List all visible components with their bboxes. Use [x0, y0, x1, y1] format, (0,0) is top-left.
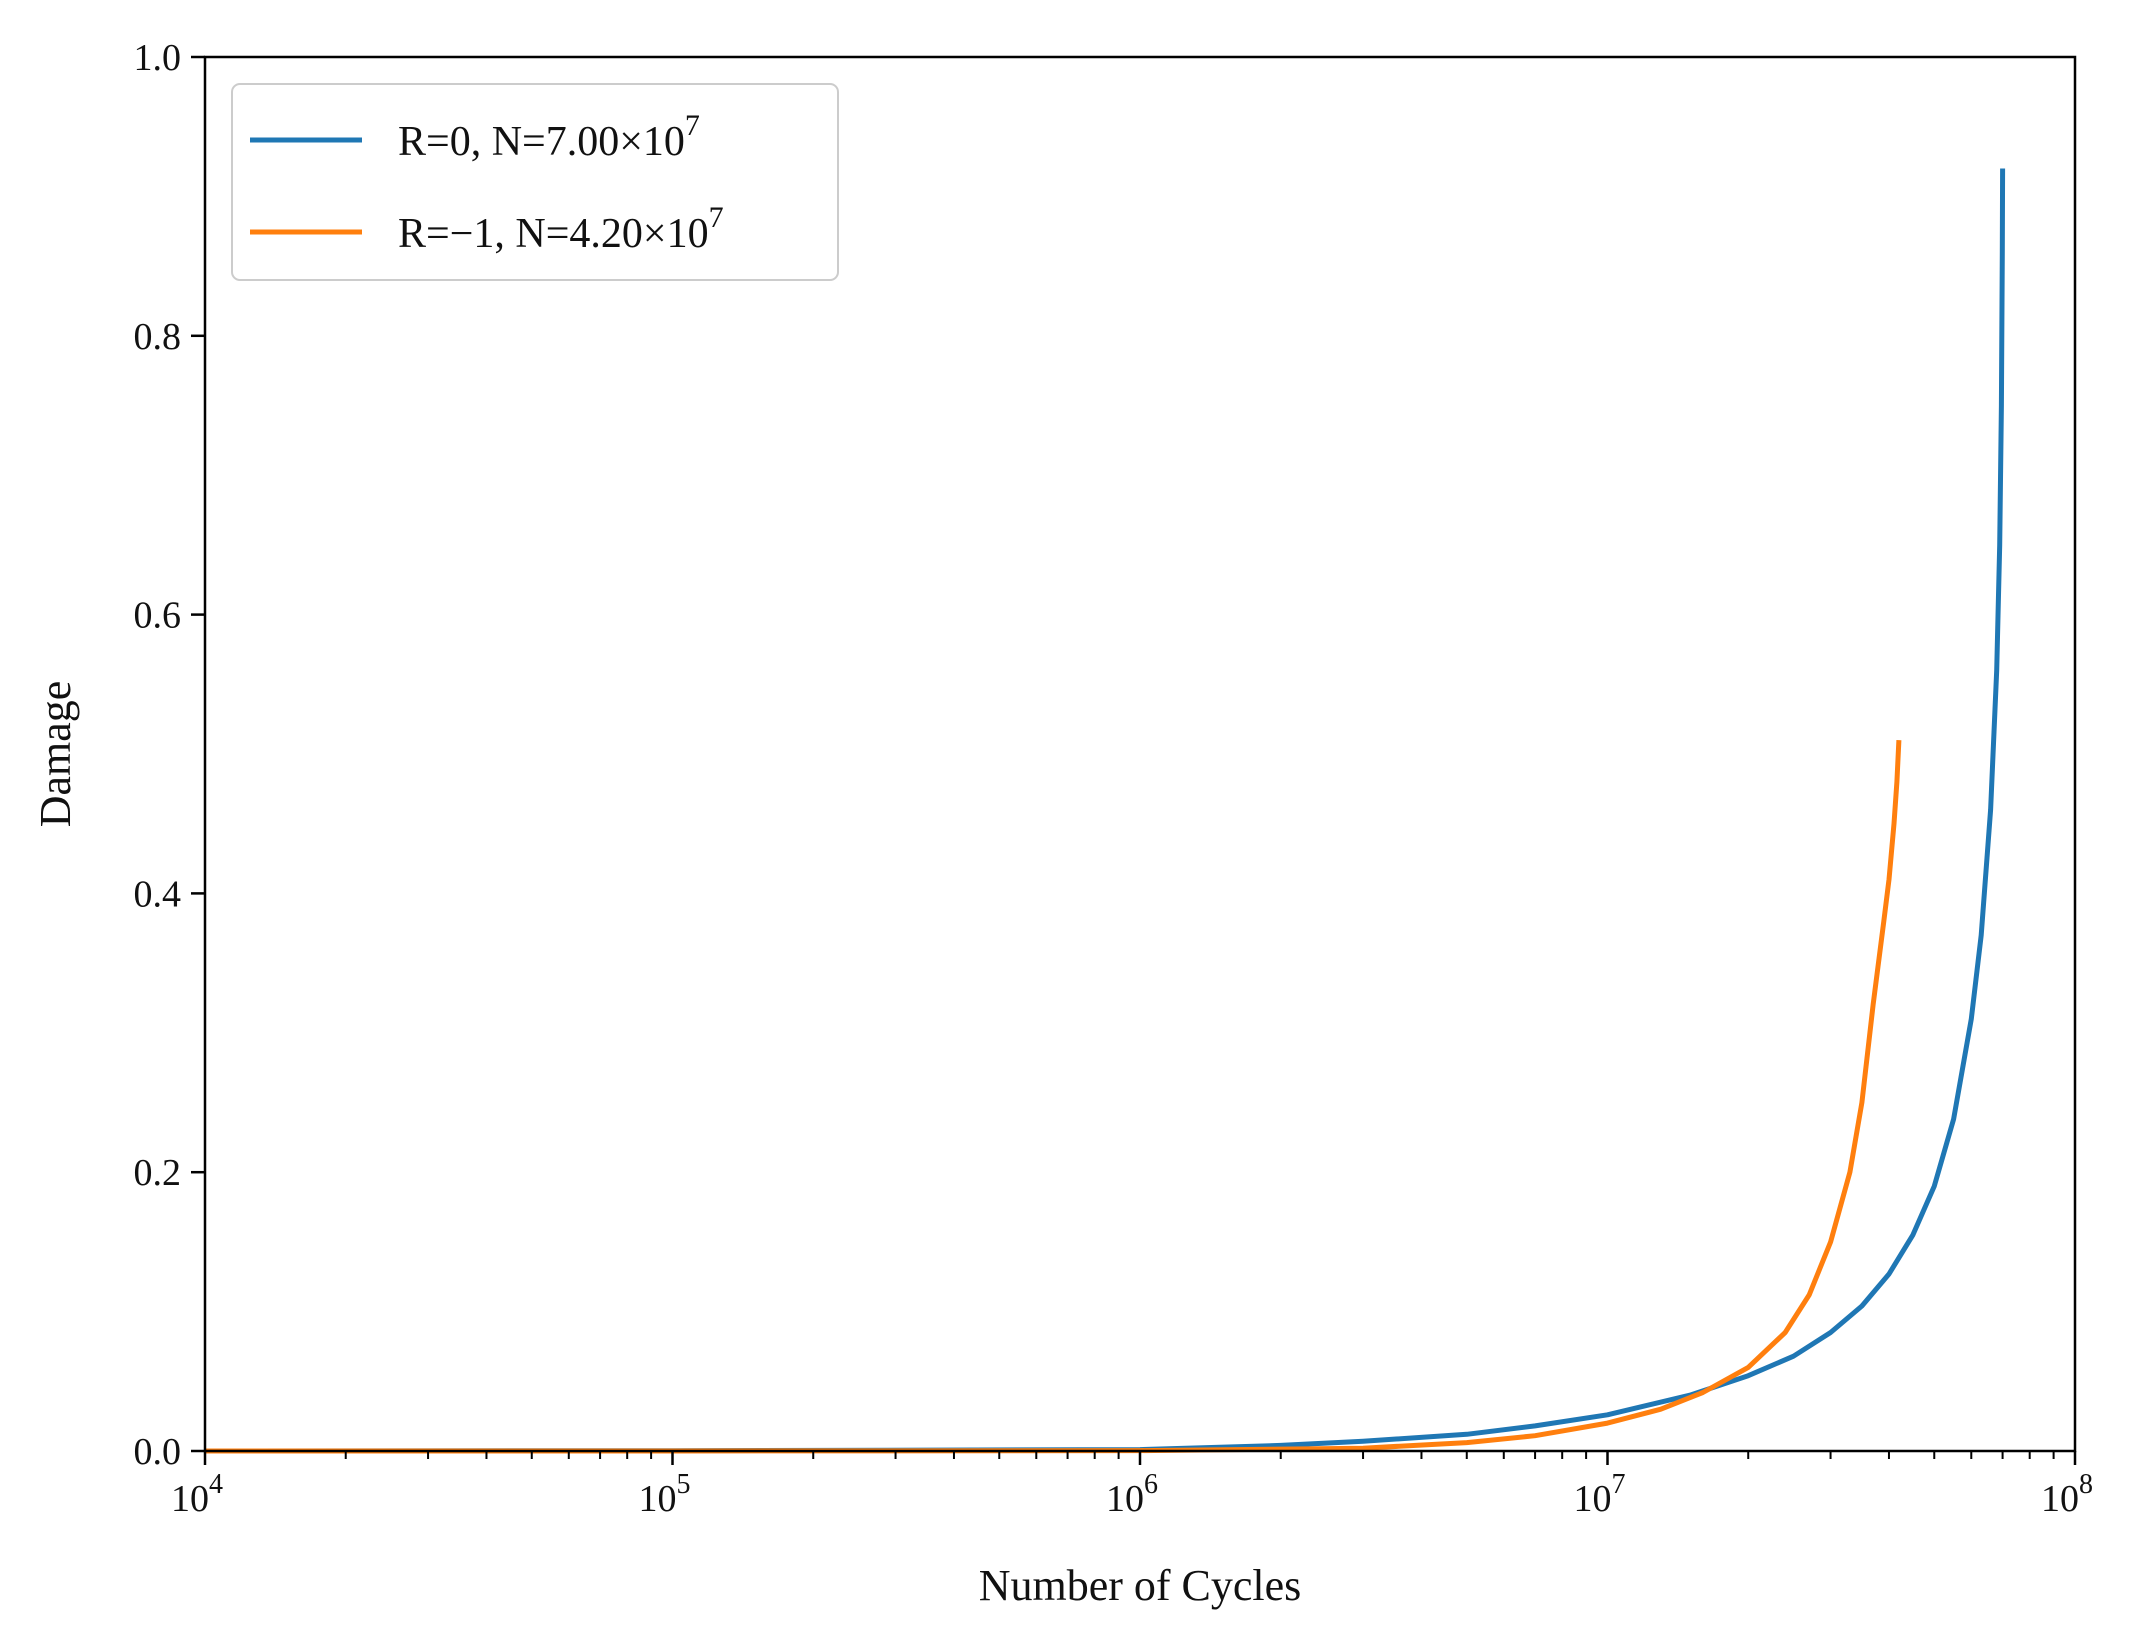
x-tick-label: 105 — [639, 1469, 691, 1520]
x-tick-label-base: 10 — [1574, 1478, 1612, 1520]
y-tick-label: 0.6 — [134, 595, 182, 637]
legend-label-rm1-text: R=−1, N=4.20×10 — [398, 211, 709, 257]
legend: R=0, N=7.00×107 R=−1, N=4.20×107 — [231, 83, 839, 281]
y-tick-label: 0.0 — [134, 1431, 182, 1473]
series-line-r0 — [204, 168, 2006, 1454]
x-tick-label-exp: 8 — [2079, 1469, 2093, 1500]
x-tick-label-exp: 7 — [1612, 1469, 1626, 1500]
legend-box — [231, 83, 839, 281]
x-axis-label: Number of Cycles — [979, 1561, 1302, 1610]
x-tick-label-base: 10 — [639, 1478, 677, 1520]
y-axis-label: Damage — [31, 681, 80, 828]
legend-label-r0-exp: 7 — [685, 109, 700, 142]
series-layer — [204, 168, 2006, 1454]
x-tick-label-base: 10 — [1106, 1478, 1144, 1520]
x-tick-label: 107 — [1574, 1469, 1626, 1520]
y-tick-label: 0.2 — [134, 1152, 182, 1194]
legend-label-r0: R=0, N=7.00×107 — [398, 109, 700, 165]
legend-label-rm1: R=−1, N=4.20×107 — [398, 201, 724, 257]
x-tick-label-exp: 4 — [209, 1469, 223, 1500]
x-tick-label-base: 10 — [2041, 1478, 2079, 1520]
y-tick-label: 1.0 — [134, 37, 182, 79]
x-tick-label-exp: 6 — [1144, 1469, 1158, 1500]
series-line-rm1 — [205, 739, 1902, 1454]
x-tick-label-base: 10 — [171, 1478, 209, 1520]
x-tick-label-exp: 5 — [677, 1469, 691, 1500]
y-tick-label: 0.8 — [134, 316, 182, 358]
x-tick-label: 104 — [171, 1469, 223, 1520]
y-tick-label: 0.4 — [134, 873, 182, 915]
x-tick-label: 108 — [2041, 1469, 2093, 1520]
legend-label-rm1-exp: 7 — [709, 201, 724, 234]
x-tick-label: 106 — [1106, 1469, 1158, 1520]
legend-label-r0-text: R=0, N=7.00×10 — [398, 119, 685, 165]
